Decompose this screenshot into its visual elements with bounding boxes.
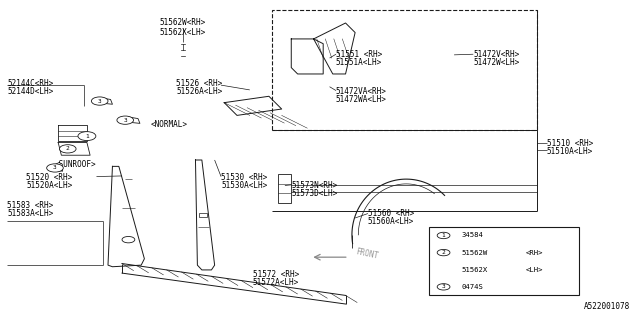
Circle shape [437, 249, 450, 256]
Text: 51562W: 51562W [462, 250, 488, 256]
Text: <LH>: <LH> [525, 267, 543, 273]
Text: 51520A<LH>: 51520A<LH> [26, 181, 72, 190]
Circle shape [437, 232, 450, 239]
Text: 0474S: 0474S [462, 284, 484, 290]
Text: 51510 <RH>: 51510 <RH> [547, 139, 593, 148]
Text: 51551 <RH>: 51551 <RH> [336, 50, 382, 59]
Polygon shape [278, 174, 291, 203]
Circle shape [92, 97, 108, 105]
Text: 2: 2 [66, 146, 70, 151]
Text: 51472WA<LH>: 51472WA<LH> [336, 95, 387, 104]
Text: 51572A<LH>: 51572A<LH> [253, 278, 299, 287]
Text: <RH>: <RH> [525, 250, 543, 256]
Circle shape [47, 164, 63, 172]
Text: 51530A<LH>: 51530A<LH> [221, 181, 268, 190]
Text: 3: 3 [442, 284, 445, 289]
Text: 51472VA<RH>: 51472VA<RH> [336, 87, 387, 96]
Circle shape [60, 145, 76, 153]
Text: 1: 1 [85, 134, 89, 139]
Circle shape [117, 116, 134, 124]
Text: 51560A<LH>: 51560A<LH> [368, 217, 414, 226]
Text: 51562X<LH>: 51562X<LH> [159, 28, 206, 37]
Text: <SUNROOF>: <SUNROOF> [55, 160, 97, 169]
Text: 51583A<LH>: 51583A<LH> [7, 209, 53, 218]
Text: <NORMAL>: <NORMAL> [151, 120, 188, 129]
Text: 34584: 34584 [462, 232, 484, 238]
Text: 51573N<RH>: 51573N<RH> [291, 181, 337, 190]
Text: 1: 1 [442, 233, 445, 238]
Text: 2: 2 [442, 250, 445, 255]
Text: 51526 <RH>: 51526 <RH> [176, 79, 223, 88]
Text: 3: 3 [53, 165, 57, 171]
Text: 52144D<LH>: 52144D<LH> [7, 87, 53, 96]
Text: 51472W<LH>: 51472W<LH> [473, 58, 520, 67]
Bar [199, 212, 207, 217]
Text: 3: 3 [124, 118, 127, 123]
Text: 51583 <RH>: 51583 <RH> [7, 201, 53, 211]
Bar [272, 10, 537, 130]
Text: 51562X: 51562X [462, 267, 488, 273]
Bar [429, 227, 579, 295]
Text: 51472V<RH>: 51472V<RH> [473, 50, 520, 59]
Text: 51526A<LH>: 51526A<LH> [176, 87, 223, 96]
Text: 51560 <RH>: 51560 <RH> [368, 209, 414, 218]
Text: 51520 <RH>: 51520 <RH> [26, 173, 72, 182]
Text: A522001078: A522001078 [584, 302, 630, 311]
Text: 51510A<LH>: 51510A<LH> [547, 147, 593, 156]
Text: 52144C<RH>: 52144C<RH> [7, 79, 53, 88]
Text: 3: 3 [98, 99, 102, 104]
Text: 51551A<LH>: 51551A<LH> [336, 58, 382, 67]
Text: 51530 <RH>: 51530 <RH> [221, 173, 268, 182]
Text: 51572 <RH>: 51572 <RH> [253, 270, 299, 279]
Text: 51573D<LH>: 51573D<LH> [291, 189, 337, 198]
Text: 51562W<RH>: 51562W<RH> [159, 18, 206, 27]
Circle shape [122, 236, 135, 243]
Text: FRONT: FRONT [355, 247, 380, 261]
Circle shape [78, 132, 96, 140]
Circle shape [437, 284, 450, 290]
